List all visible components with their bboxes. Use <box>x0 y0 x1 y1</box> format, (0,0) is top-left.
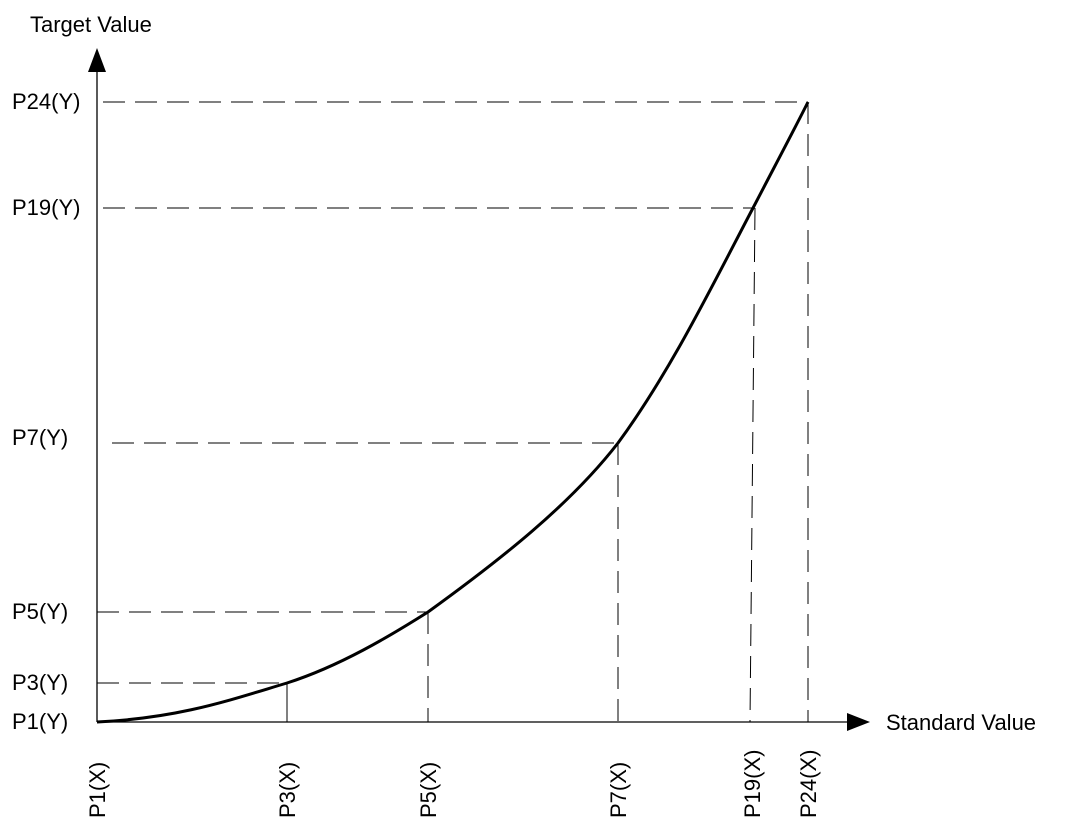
x-label-p19: P19(X) <box>740 750 765 818</box>
x-label-p5: P5(X) <box>416 762 441 818</box>
x-axis-arrow <box>847 713 870 731</box>
y-label-p24: P24(Y) <box>12 89 80 114</box>
y-label-p1: P1(Y) <box>12 709 68 734</box>
y-label-p7: P7(Y) <box>12 425 68 450</box>
y-label-p5: P5(Y) <box>12 599 68 624</box>
y-label-p19: P19(Y) <box>12 195 80 220</box>
y-label-p3: P3(Y) <box>12 670 68 695</box>
p19-vertical-guide <box>749 207 756 723</box>
x-label-p24: P24(X) <box>796 750 821 818</box>
x-label-p3: P3(X) <box>275 762 300 818</box>
x-axis-title: Standard Value <box>886 710 1036 735</box>
calibration-curve <box>96 101 810 724</box>
x-label-p1: P1(X) <box>85 762 110 818</box>
y-axis-arrow <box>88 48 106 72</box>
y-axis-title: Target Value <box>30 12 152 37</box>
x-label-p7: P7(X) <box>606 762 631 818</box>
